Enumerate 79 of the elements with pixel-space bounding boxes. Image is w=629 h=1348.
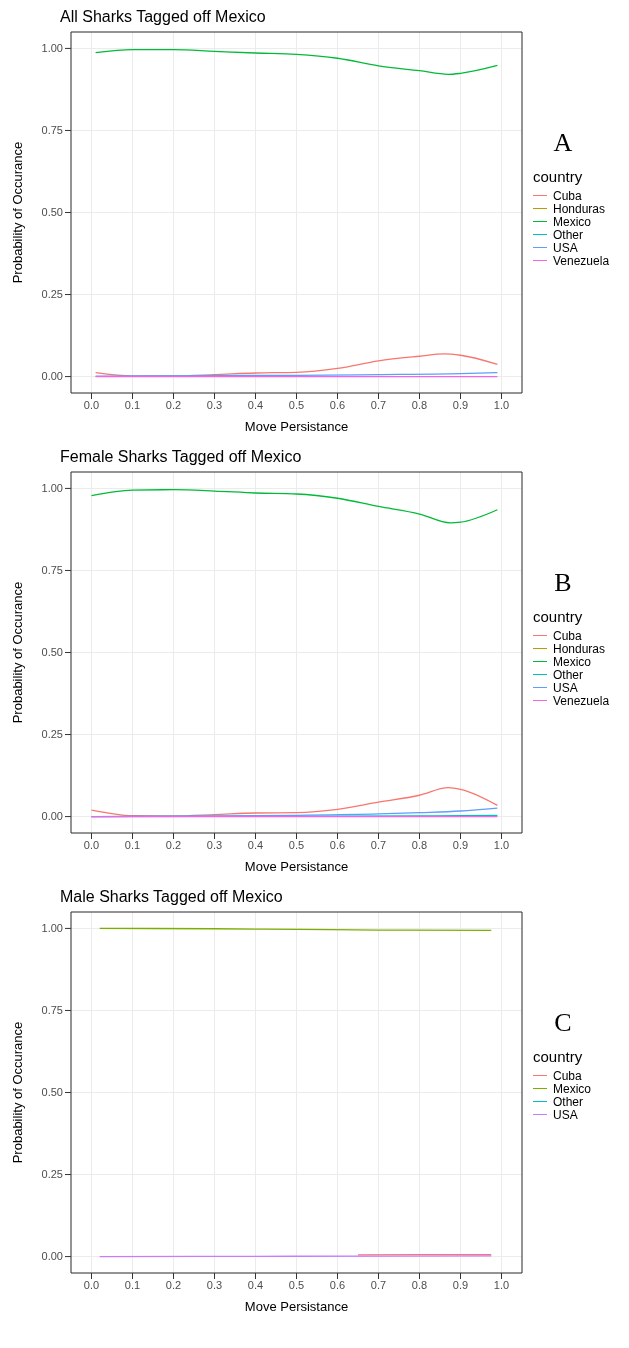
text: B (553, 568, 573, 598)
y-tick-label: 1.00 (41, 922, 63, 935)
x-tick-label: 0.4 (247, 1278, 264, 1291)
y-axis-title: Probability of Occurance (9, 141, 25, 284)
y-tick-label: 0.00 (41, 370, 63, 383)
legend-label: Mexico (553, 654, 592, 669)
y-tick-label: 0.50 (41, 206, 63, 219)
x-tick-label: 0.2 (165, 838, 182, 851)
legend-label: Venezuela (553, 693, 610, 708)
x-tick-label: 0.0 (83, 1278, 100, 1291)
x-tick-label: 1.0 (493, 1278, 510, 1291)
x-tick-label: 0.6 (329, 398, 346, 411)
x-tick-label: 0.4 (247, 838, 264, 851)
y-tick-label: 0.50 (41, 646, 63, 659)
x-tick-label: 0.8 (411, 398, 428, 411)
x-tick-label: 0.7 (370, 838, 387, 851)
legend-label: Cuba (553, 1068, 582, 1083)
x-tick-label: 0.0 (83, 398, 100, 411)
x-tick-label: 1.0 (493, 398, 510, 411)
x-tick-label: 0.9 (452, 398, 469, 411)
legend-label: Mexico (553, 1081, 592, 1096)
x-tick-label: 0.6 (329, 1278, 346, 1291)
x-tick-label: 0.4 (247, 398, 264, 411)
x-axis-title: Move Persistance (244, 859, 349, 874)
y-tick-label: 0.75 (41, 1004, 63, 1017)
x-tick-label: 0.7 (370, 1278, 387, 1291)
y-tick-label: 1.00 (41, 482, 63, 495)
legend-title: country (533, 1048, 584, 1065)
x-tick-label: 0.1 (124, 1278, 141, 1291)
legend-label: Cuba (553, 628, 582, 643)
x-tick-label: 0.2 (165, 1278, 182, 1291)
legend-label: USA (553, 240, 578, 255)
x-tick-label: 1.0 (493, 838, 510, 851)
y-tick-label: 0.25 (41, 288, 63, 301)
legend-label: Honduras (553, 641, 606, 656)
x-tick-label: 0.7 (370, 398, 387, 411)
x-tick-label: 0.9 (452, 1278, 469, 1291)
y-tick-label: 0.00 (41, 810, 63, 823)
text: C (553, 1008, 573, 1038)
y-axis-title: Probability of Occurance (9, 581, 25, 724)
legend-label: Other (553, 1094, 584, 1109)
legend-label: USA (553, 680, 578, 695)
y-tick-label: 0.75 (41, 564, 63, 577)
x-axis-title: Move Persistance (244, 1299, 349, 1314)
x-tick-label: 0.1 (124, 838, 141, 851)
x-tick-label: 0.6 (329, 838, 346, 851)
x-tick-label: 0.2 (165, 398, 182, 411)
text: A (552, 128, 574, 158)
chart-title: All Sharks Tagged off Mexico (60, 8, 266, 26)
legend-title: country (533, 168, 584, 185)
legend-label: Cuba (553, 188, 582, 203)
y-axis-title: Probability of Occurance (9, 1021, 25, 1164)
legend-label: USA (553, 1107, 578, 1122)
legend-label: Other (553, 667, 584, 682)
x-tick-label: 0.8 (411, 1278, 428, 1291)
legend-label: Other (553, 227, 584, 242)
y-tick-label: 0.25 (41, 1168, 63, 1181)
y-tick-label: 0.00 (41, 1250, 63, 1263)
legend-label: Honduras (553, 201, 606, 216)
chart-title: Male Sharks Tagged off Mexico (60, 888, 283, 906)
x-tick-label: 0.5 (288, 838, 305, 851)
chart-title: Female Sharks Tagged off Mexico (60, 448, 302, 466)
y-tick-label: 0.25 (41, 728, 63, 741)
x-tick-label: 0.3 (206, 1278, 223, 1291)
y-tick-label: 0.50 (41, 1086, 63, 1099)
x-tick-label: 0.3 (206, 838, 223, 851)
legend-label: Mexico (553, 214, 592, 229)
legend-label: Venezuela (553, 253, 610, 268)
y-tick-label: 1.00 (41, 42, 63, 55)
x-tick-label: 0.5 (288, 398, 305, 411)
x-tick-label: 0.3 (206, 398, 223, 411)
y-tick-label: 0.75 (41, 124, 63, 137)
legend-title: country (533, 608, 584, 625)
x-tick-label: 0.5 (288, 1278, 305, 1291)
x-axis-title: Move Persistance (244, 419, 349, 434)
x-tick-label: 0.8 (411, 838, 428, 851)
x-tick-label: 0.1 (124, 398, 141, 411)
x-tick-label: 0.9 (452, 838, 469, 851)
x-tick-label: 0.0 (83, 838, 100, 851)
